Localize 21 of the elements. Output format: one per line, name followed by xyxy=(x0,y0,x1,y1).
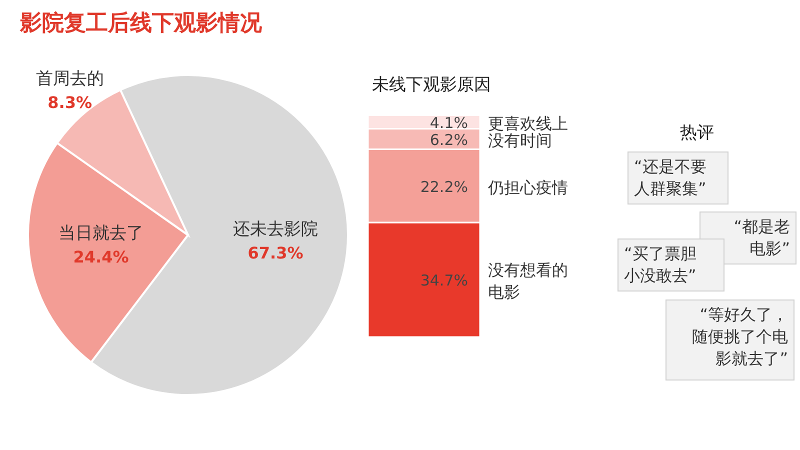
data-label: 24.4% xyxy=(73,247,129,266)
text: “都是老电影” xyxy=(734,217,790,258)
series-label: 没有时间 xyxy=(488,131,552,150)
series-label: 没有想看的电影 xyxy=(488,260,568,302)
chart-title: 未线下观影原因 xyxy=(372,75,491,95)
series-label: 仍担心疫情 xyxy=(487,178,568,197)
slice-label: 当日就去了 xyxy=(58,223,144,244)
data-label: 8.3% xyxy=(48,92,92,112)
text: “等好久了，随便挑了个电影就去了” xyxy=(692,305,788,368)
data-label: 34.7% xyxy=(420,272,468,290)
data-label: 22.2% xyxy=(420,178,468,196)
chart-title: 影院复工后线下观影情况 xyxy=(19,11,263,36)
data-label: 4.1% xyxy=(430,114,468,132)
text: “买了票胆小没敢去” xyxy=(624,244,696,285)
data-label: 6.2% xyxy=(430,131,468,149)
slice-label: 首周去的 xyxy=(36,68,104,89)
text: 热评 xyxy=(680,123,714,143)
series-label: 更喜欢线上 xyxy=(488,114,568,134)
slice-label: 还未去影院 xyxy=(232,219,318,240)
data-label: 67.3% xyxy=(248,243,304,262)
text: “还是不要人群聚集” xyxy=(634,157,706,198)
